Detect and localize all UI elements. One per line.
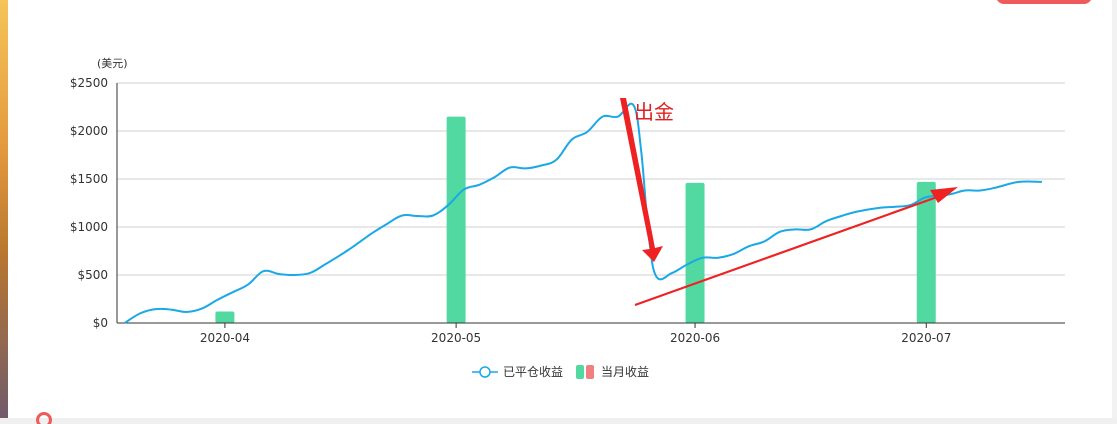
x-tick-label: 2020-06	[670, 331, 720, 345]
legend-bar-swatch-positive	[576, 365, 584, 379]
monthly-profit-bar[interactable]	[685, 182, 705, 323]
withdrawal-arrow	[620, 98, 663, 262]
section-icon	[36, 412, 52, 424]
y-tick-label: $0	[93, 316, 108, 330]
closed-profit-series-line[interactable]	[124, 102, 1042, 324]
annotations: 出金	[620, 98, 958, 307]
y-tick-label: $2500	[70, 76, 108, 90]
y-tick-label: $1000	[70, 220, 108, 234]
trend-arrow-shaft	[634, 194, 941, 307]
withdrawal-annotation-label: 出金	[634, 100, 674, 124]
monthly-profit-bars	[215, 116, 936, 323]
y-unit-label: (美元)	[97, 57, 128, 70]
legend-bar-swatch-negative	[586, 365, 594, 379]
monthly-profit-bar[interactable]	[916, 181, 936, 323]
y-tick-label: $500	[77, 268, 108, 282]
y-tick-label: $1500	[70, 172, 108, 186]
section-divider	[0, 418, 1117, 424]
monthly-profit-bar[interactable]	[446, 116, 466, 323]
x-tick-label: 2020-07	[901, 331, 951, 345]
axes: (美元) $0 $500 $1000 $1500 $2000 $2500 2020-04 202…	[70, 57, 1065, 345]
trend-arrow-head	[930, 187, 958, 203]
legend-line-marker	[479, 366, 491, 378]
top-action-button[interactable]	[996, 0, 1092, 4]
y-tick-label: $2000	[70, 124, 108, 138]
background-image-strip	[0, 0, 8, 424]
x-tick-label: 2020-04	[200, 331, 250, 345]
monthly-profit-bar[interactable]	[215, 311, 235, 323]
legend: 已平仓收益 当月收益	[472, 365, 649, 379]
next-section-header	[36, 410, 66, 424]
closed-profit-line	[124, 102, 1042, 324]
legend-monthly-profit-label[interactable]: 当月收益	[601, 365, 649, 379]
x-tick-label: 2020-05	[431, 331, 481, 345]
grid-lines	[117, 82, 1065, 276]
legend-closed-profit-label[interactable]: 已平仓收益	[503, 365, 563, 379]
